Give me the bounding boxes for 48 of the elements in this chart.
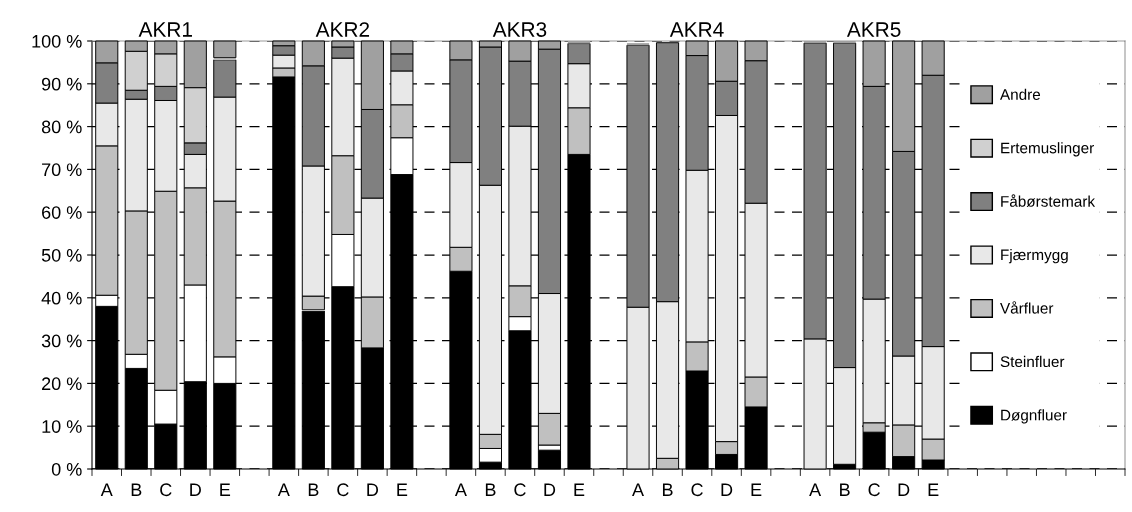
y-tick-label: 80 % bbox=[41, 120, 82, 134]
x-tick-label: E bbox=[928, 483, 939, 496]
x-tick-label: E bbox=[574, 483, 585, 496]
x-tick-label: A bbox=[632, 483, 644, 496]
x-tick-label: D bbox=[721, 483, 733, 496]
legend-label: Fjærmygg bbox=[1001, 249, 1068, 264]
y-tick-label: 70 % bbox=[42, 163, 82, 177]
x-tick-label: B bbox=[131, 483, 142, 496]
y-tick-label: 20 % bbox=[42, 377, 82, 391]
x-tick-label: A bbox=[809, 483, 822, 496]
text: AKR1 bbox=[138, 22, 192, 37]
x-tick-label: C bbox=[691, 483, 703, 497]
y-tick-label: 60 % bbox=[42, 206, 82, 219]
y-tick-label: 30 % bbox=[41, 334, 82, 348]
legend-label: Andre bbox=[1000, 88, 1041, 100]
x-tick-label: B bbox=[485, 483, 496, 496]
y-tick-label: 40 % bbox=[41, 291, 82, 305]
x-tick-label: C bbox=[160, 483, 172, 497]
x-tick-label: A bbox=[277, 483, 290, 496]
x-tick-label: D bbox=[367, 483, 379, 496]
legend-label: Steinfluer bbox=[1000, 355, 1065, 368]
y-tick-label: 90 % bbox=[41, 77, 82, 91]
x-tick-label: B bbox=[662, 483, 673, 496]
x-tick-label: C bbox=[337, 483, 349, 497]
text: AKR5 bbox=[846, 22, 901, 37]
x-tick-label: B bbox=[308, 483, 319, 496]
legend-label: Fåbørstemark bbox=[1001, 194, 1096, 207]
x-tick-label: B bbox=[840, 483, 850, 496]
x-tick-label: D bbox=[898, 483, 910, 496]
x-tick-label: E bbox=[220, 483, 231, 496]
y-tick-label: 0 % bbox=[51, 462, 82, 476]
y-tick-label: 100 % bbox=[32, 34, 82, 48]
legend-label: Ertemuslinger bbox=[1001, 142, 1094, 157]
legend-label: Døgnfluer bbox=[1001, 409, 1067, 424]
text: AKR4 bbox=[669, 22, 724, 37]
x-tick-label: C bbox=[514, 483, 526, 497]
text: AKR3 bbox=[492, 22, 547, 37]
x-tick-label: A bbox=[454, 483, 467, 496]
y-tick-label: 10 % bbox=[42, 420, 82, 433]
x-tick-label: A bbox=[100, 483, 113, 496]
x-tick-label: E bbox=[751, 483, 762, 496]
text: AKR2 bbox=[315, 22, 370, 37]
legend-label: Vårfluer bbox=[1000, 301, 1054, 314]
x-tick-label: D bbox=[544, 483, 556, 496]
y-tick-label: 50 % bbox=[41, 248, 82, 262]
x-tick-label: C bbox=[868, 483, 880, 497]
x-tick-label: D bbox=[190, 483, 201, 496]
x-tick-label: E bbox=[397, 483, 408, 496]
